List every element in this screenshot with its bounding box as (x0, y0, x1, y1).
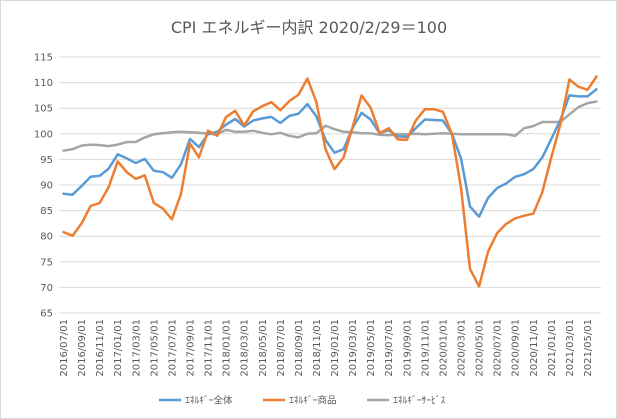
series-line-2 (62, 75, 598, 288)
y-tick-label: 80 (40, 232, 53, 243)
x-tick-label: 2018/09/01 (294, 319, 305, 377)
x-tick-label: 2019/03/01 (348, 319, 359, 377)
x-tick-label: 2019/01/01 (330, 319, 341, 377)
x-tick-label: 2020/07/01 (493, 319, 504, 377)
x-tick-label: 2019/09/01 (402, 319, 413, 377)
x-tick-label: 2017/09/01 (185, 319, 196, 377)
x-tick-label: 2020/01/01 (438, 319, 449, 377)
x-tick-label: 2019/05/01 (366, 319, 377, 377)
series-lines (62, 75, 598, 288)
y-tick-label: 105 (34, 104, 53, 115)
x-tick-label: 2021/03/01 (565, 319, 576, 377)
x-tick-label: 2017/01/01 (113, 319, 124, 377)
x-tick-label: 2018/07/01 (276, 319, 287, 377)
gridlines (59, 56, 601, 314)
chart-title: CPI エネルギー内訳 2020/2/29＝100 (171, 18, 447, 37)
x-tick-label: 2016/07/01 (59, 319, 70, 377)
y-tick-label: 85 (40, 206, 53, 217)
x-axis-tick-labels: 2016/07/01 2016/09/01 2016/11/01 2017/01/01… (59, 319, 594, 377)
x-tick-label: 2021/05/01 (583, 319, 594, 377)
x-tick-label: 2020/11/01 (529, 319, 540, 377)
x-tick-label: 2016/09/01 (77, 319, 88, 377)
x-tick-label: 2017/07/01 (167, 319, 178, 377)
x-tick-label: 2019/11/01 (420, 319, 431, 377)
y-tick-label: 115 (34, 53, 53, 64)
x-tick-label: 2021/01/01 (547, 319, 558, 377)
y-axis-tick-labels: 65 70 75 80 85 90 95 100 105 110 115 (34, 53, 53, 320)
x-tick-label: 2016/11/01 (95, 319, 106, 377)
x-tick-label: 2020/09/01 (511, 319, 522, 377)
y-tick-label: 65 (40, 309, 53, 320)
x-tick-label: 2017/11/01 (204, 319, 215, 377)
legend-label: ｴﾈﾙｷﾞｰ全体 (185, 395, 233, 407)
series-line-3 (62, 100, 598, 152)
x-tick-label: 2018/05/01 (258, 319, 269, 377)
legend: ｴﾈﾙｷﾞｰ全体 ｴﾈﾙｷﾞｰ商品 ｴﾈﾙｷﾞｰｻｰﾋﾞｽ (159, 395, 446, 407)
y-tick-label: 90 (40, 181, 53, 192)
y-tick-label: 70 (40, 283, 53, 294)
x-tick-label: 2019/07/01 (384, 319, 395, 377)
x-tick-label: 2020/03/01 (456, 319, 467, 377)
x-tick-label: 2018/03/01 (240, 319, 251, 377)
y-tick-label: 110 (34, 78, 53, 89)
y-tick-label: 100 (34, 129, 53, 140)
x-tick-label: 2017/03/01 (131, 319, 142, 377)
legend-label: ｴﾈﾙｷﾞｰ商品 (289, 395, 337, 407)
x-tick-label: 2018/11/01 (312, 319, 323, 377)
legend-label: ｴﾈﾙｷﾞｰｻｰﾋﾞｽ (393, 396, 446, 407)
series-line-1 (62, 88, 598, 218)
x-tick-label: 2017/05/01 (149, 319, 160, 377)
x-tick-label: 2018/01/01 (222, 319, 233, 377)
x-tick-label: 2020/05/01 (475, 319, 486, 377)
y-tick-label: 75 (40, 257, 53, 268)
y-tick-label: 95 (40, 155, 53, 166)
